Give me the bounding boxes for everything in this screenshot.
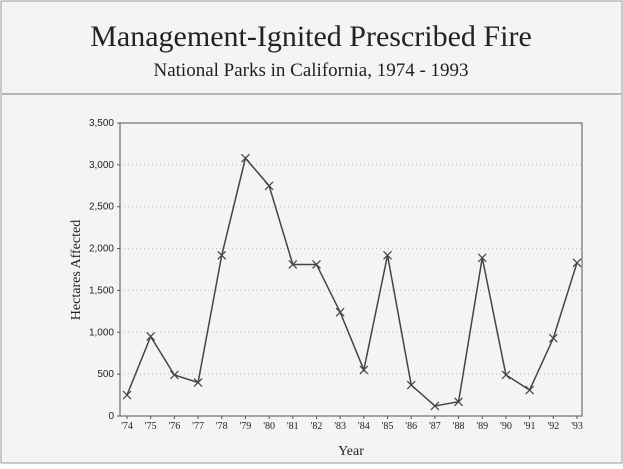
y-tick-label: 0 — [108, 411, 114, 422]
x-tick-label: '85 — [382, 421, 394, 432]
x-tick-label: '87 — [429, 421, 441, 432]
y-tick-label: 2,000 — [89, 244, 114, 255]
x-tick-label: '93 — [571, 421, 583, 432]
x-tick-label: '83 — [334, 421, 346, 432]
x-tick-label: '91 — [524, 421, 536, 432]
chart-subtitle: National Parks in California, 1974 - 199… — [153, 60, 468, 81]
marker — [454, 397, 464, 407]
marker — [525, 385, 535, 395]
y-tick-label: 500 — [97, 369, 114, 380]
y-tick-label: 1,500 — [89, 285, 114, 296]
marker — [335, 307, 345, 317]
x-tick-label: '75 — [145, 421, 157, 432]
x-tick-label: '84 — [358, 421, 370, 432]
marker — [122, 390, 132, 400]
y-tick-label: 1,000 — [89, 327, 114, 338]
y-tick-label: 3,000 — [89, 160, 114, 171]
x-tick-label: '77 — [192, 421, 204, 432]
marker — [430, 401, 440, 411]
x-tick-label: '81 — [287, 421, 299, 432]
marker — [359, 365, 369, 375]
x-tick-label: '92 — [547, 421, 559, 432]
data-line — [126, 156, 578, 407]
marker — [548, 333, 558, 343]
marker — [193, 378, 203, 387]
x-tick-label: '74 — [121, 421, 133, 432]
marker — [501, 370, 511, 380]
x-tick-label: '89 — [476, 421, 488, 432]
marker — [264, 181, 274, 191]
plot-frame — [119, 122, 583, 417]
x-tick-label: '82 — [311, 421, 323, 432]
marker — [477, 253, 487, 263]
marker — [217, 250, 227, 260]
marker — [406, 380, 416, 390]
x-tick-label: '88 — [453, 421, 465, 432]
chart-title: Management-Ignited Prescribed Fire — [90, 20, 532, 53]
marker — [312, 260, 321, 269]
x-tick-label: '80 — [263, 421, 275, 432]
x-tick-label: '78 — [216, 421, 228, 432]
x-axis-label: Year — [338, 444, 364, 459]
y-tick-label: 3,500 — [89, 118, 114, 129]
x-tick-label: '86 — [405, 421, 417, 432]
marker — [240, 153, 250, 163]
marker — [169, 370, 179, 380]
x-tick-label: '90 — [500, 421, 512, 432]
marker — [383, 250, 392, 260]
marker — [288, 260, 298, 269]
marker — [572, 258, 582, 268]
x-tick-label: '76 — [168, 421, 180, 432]
marker — [146, 332, 156, 341]
y-tick-label: 2,500 — [89, 202, 114, 213]
y-axis-label: Hectares Affected — [69, 220, 84, 320]
x-tick-label: '79 — [240, 421, 252, 432]
